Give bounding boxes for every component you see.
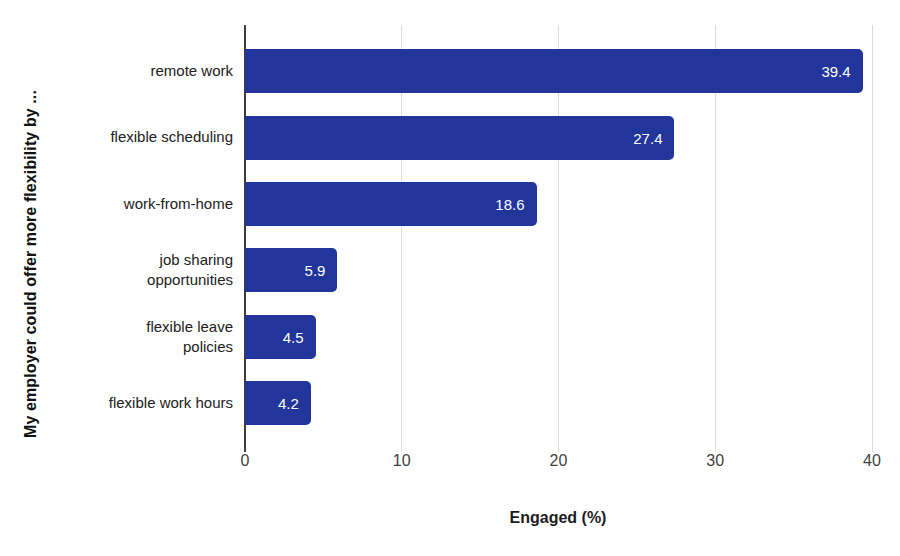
plot-area: 39.4 27.4 18.6 5.9 4.5 4.2 <box>245 25 885 445</box>
bar-value-label: 4.2 <box>278 395 299 412</box>
category-labels: remote workflexible schedulingwork-from-… <box>40 25 233 445</box>
x-tick-label-10: 10 <box>393 452 411 470</box>
bar-value-label: 39.4 <box>821 63 850 80</box>
category-label-3: job sharingopportunities <box>40 237 233 303</box>
bar-value-label: 5.9 <box>305 262 326 279</box>
x-tick-label-40: 40 <box>863 452 881 470</box>
x-tick-label-30: 30 <box>706 452 724 470</box>
bar-3: 5.9 <box>245 248 337 292</box>
gridline-x-40 <box>872 25 873 452</box>
x-axis-title: Engaged (%) <box>510 509 607 527</box>
x-tick-label-20: 20 <box>550 452 568 470</box>
bar-2: 18.6 <box>245 182 537 226</box>
bar-5: 4.2 <box>245 381 311 425</box>
bar-1: 27.4 <box>245 116 674 160</box>
bar-chart: My employer could offer more flexibility… <box>0 0 900 556</box>
bar-0: 39.4 <box>245 49 863 93</box>
bar-value-label: 4.5 <box>283 328 304 345</box>
category-label-2: work-from-home <box>40 171 233 237</box>
category-label-4: flexible leavepolicies <box>40 304 233 370</box>
category-label-1: flexible scheduling <box>40 104 233 170</box>
category-label-0: remote work <box>40 38 233 104</box>
bar-value-label: 18.6 <box>495 196 524 213</box>
category-label-5: flexible work hours <box>40 370 233 436</box>
x-tick-label-0: 0 <box>241 452 250 470</box>
bar-value-label: 27.4 <box>633 129 662 146</box>
bar-4: 4.5 <box>245 315 316 359</box>
y-axis-title: My employer could offer more flexibility… <box>22 90 40 438</box>
